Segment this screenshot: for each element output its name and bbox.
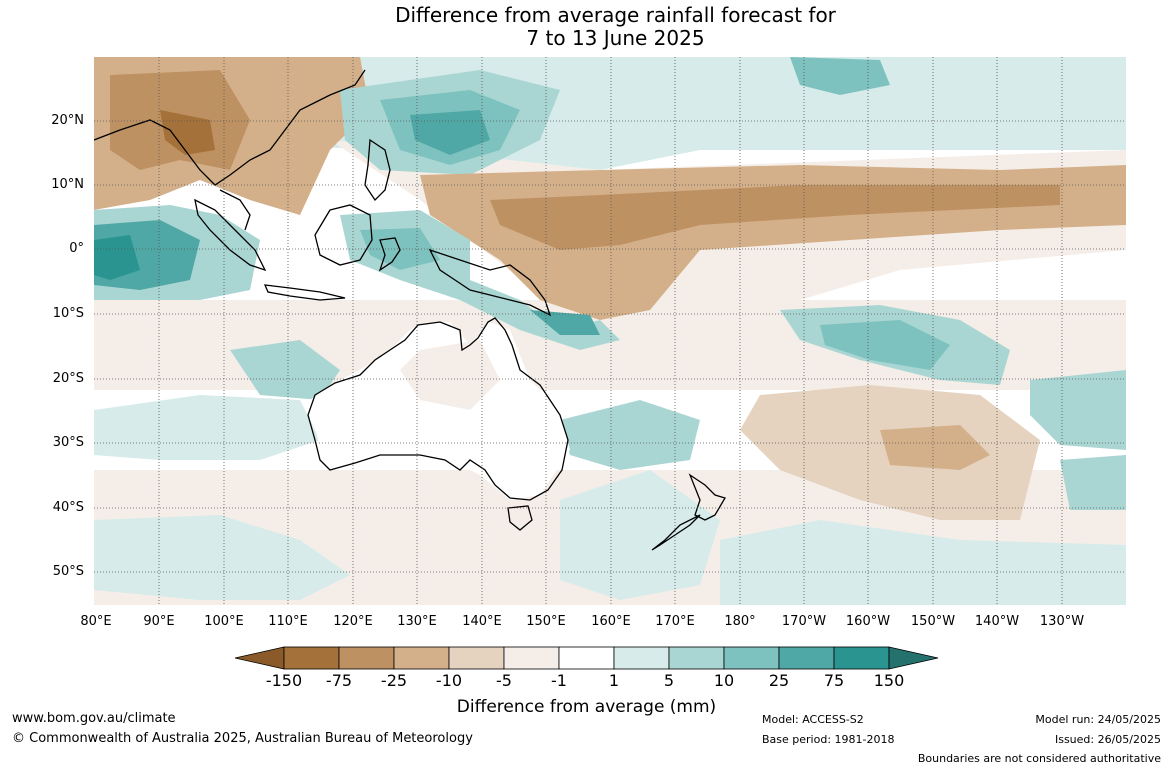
colorbar-tick-label: -10	[435, 671, 463, 690]
base-period-text: Base period: 1981-2018	[762, 733, 895, 746]
lon-label: 100°E	[204, 614, 244, 629]
lon-label: 80°E	[80, 614, 112, 629]
lon-label: 150°W	[910, 614, 956, 629]
colorbar-tick-label: -75	[325, 671, 353, 690]
lat-label: 20°N	[51, 113, 84, 128]
lon-label: 140°W	[974, 614, 1020, 629]
colorbar-swatch	[723, 646, 780, 670]
colorbar-tick-label: 75	[823, 671, 845, 690]
issued-text: Issued: 26/05/2025	[1054, 733, 1161, 746]
colorbar-swatch	[503, 646, 560, 670]
lat-label: 10°N	[51, 177, 84, 192]
asia-coastline	[94, 69, 366, 186]
indochina-coastline	[219, 189, 251, 231]
title-line-2: 7 to 13 June 2025	[526, 26, 705, 50]
lat-label: 50°S	[52, 564, 84, 579]
colorbar-high-arrow	[888, 646, 939, 670]
colorbar-swatch	[558, 646, 615, 670]
lon-label: 150°E	[526, 614, 566, 629]
borneo-coastline	[314, 204, 373, 266]
lon-label: 90°E	[143, 614, 175, 629]
colorbar-low-arrow	[234, 646, 285, 670]
lon-label: 110°E	[268, 614, 308, 629]
rainfall-contours	[94, 57, 1126, 605]
lat-label: 20°S	[52, 371, 84, 386]
colorbar-swatch	[283, 646, 340, 670]
colorbar-tick-label: 10	[713, 671, 735, 690]
colorbar-swatch	[393, 646, 450, 670]
title-line-1: Difference from average rainfall forecas…	[395, 3, 836, 27]
sumatra-coastline	[194, 198, 267, 272]
map-plot-area	[94, 57, 1126, 605]
lon-label: 170°W	[781, 614, 827, 629]
colorbar-tick-label: -5	[496, 671, 512, 690]
coastlines	[94, 69, 726, 551]
lon-label: 130°E	[397, 614, 437, 629]
model-text: Model: ACCESS-S2	[762, 713, 864, 726]
graticule	[94, 57, 1126, 605]
colorbar-swatch	[668, 646, 725, 670]
lat-label: 40°S	[52, 500, 84, 515]
australia-coastline	[307, 317, 569, 501]
lat-label: 10°S	[52, 306, 84, 321]
colorbar-swatch	[833, 646, 890, 670]
map-title: Difference from average rainfall forecas…	[0, 4, 1173, 50]
lon-label: 170°E	[655, 614, 695, 629]
lon-label: 160°W	[845, 614, 891, 629]
colorbar-swatch	[338, 646, 395, 670]
philippines-coastline	[364, 138, 391, 202]
lon-label: 140°E	[462, 614, 502, 629]
colorbar-tick-label: -25	[380, 671, 408, 690]
colorbar-title: Difference from average (mm)	[456, 697, 717, 717]
colorbar-tick-label: 5	[663, 671, 675, 690]
model-run-text: Model run: 24/05/2025	[1035, 713, 1161, 726]
colorbar	[234, 646, 939, 670]
colorbar-swatch	[448, 646, 505, 670]
disclaimer-text: Boundaries are not considered authoritat…	[917, 752, 1161, 765]
lon-label: 120°E	[333, 614, 373, 629]
lon-label: 160°E	[591, 614, 631, 629]
new-guinea-coastline	[428, 248, 552, 317]
colorbar-tick-label: -150	[265, 671, 303, 690]
colorbar-tick-label: 150	[873, 671, 905, 690]
new-zealand-coastline	[651, 473, 726, 551]
colorbar-tick-label: 25	[768, 671, 790, 690]
sulawesi-coastline	[378, 237, 401, 272]
lat-label: 30°S	[52, 435, 84, 450]
java-coastline	[263, 284, 346, 301]
lat-label: 0°	[69, 241, 84, 256]
website-link[interactable]: www.bom.gov.au/climate	[12, 711, 176, 726]
colorbar-tick-label: -1	[551, 671, 567, 690]
copyright-text: © Commonwealth of Australia 2025, Austra…	[12, 731, 473, 746]
colorbar-swatch	[778, 646, 835, 670]
lon-label: 180°	[724, 614, 756, 629]
tasmania-coastline	[507, 505, 533, 531]
colorbar-swatch	[613, 646, 670, 670]
colorbar-tick-label: 1	[608, 671, 620, 690]
lon-label: 130°W	[1039, 614, 1085, 629]
